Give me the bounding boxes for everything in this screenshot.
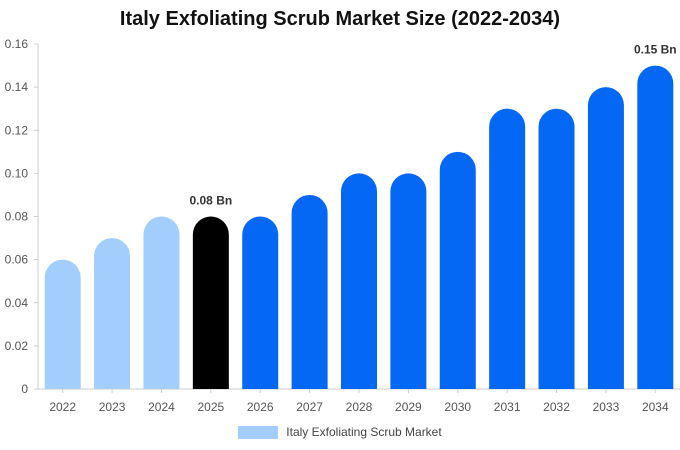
x-tick-label: 2023: [99, 400, 126, 414]
x-tick-label: 2022: [49, 400, 76, 414]
chart-title: Italy Exfoliating Scrub Market Size (202…: [119, 8, 561, 30]
bar: [143, 216, 180, 389]
x-tick-label: 2032: [543, 400, 570, 414]
y-tick-label: 0.08: [5, 210, 29, 224]
bar: [341, 173, 377, 389]
data-label: 0.15 Bn: [634, 43, 677, 57]
x-tick-label: 2027: [296, 400, 323, 414]
bar: [637, 65, 674, 389]
x-tick-label: 2031: [494, 400, 521, 414]
x-tick-label: 2028: [346, 400, 373, 414]
bar: [538, 108, 575, 389]
legend: Italy Exfoliating Scrub Market: [0, 425, 680, 439]
bar: [587, 87, 624, 389]
legend-label: Italy Exfoliating Scrub Market: [286, 425, 442, 439]
y-tick-label: 0: [21, 382, 28, 396]
x-tick-label: 2024: [148, 400, 175, 414]
y-tick-label: 0.10: [5, 166, 29, 180]
bar: [242, 216, 279, 389]
bar: [94, 238, 131, 389]
x-tick-label: 2033: [593, 400, 620, 414]
bar: [291, 194, 328, 389]
y-tick-label: 0.14: [5, 80, 29, 94]
y-tick-label: 0.02: [5, 339, 29, 353]
y-tick-label: 0.06: [5, 253, 29, 267]
legend-swatch: [238, 425, 279, 439]
bar: [44, 259, 81, 389]
y-tick-label: 0.16: [5, 37, 29, 51]
y-tick-label: 0.12: [5, 123, 29, 137]
x-tick-label: 2025: [197, 400, 224, 414]
bar: [192, 216, 229, 389]
bar: [390, 173, 427, 389]
bar: [439, 151, 476, 389]
x-tick-label: 2034: [642, 400, 669, 414]
bar: [489, 108, 526, 389]
x-tick-label: 2029: [395, 400, 422, 414]
x-tick-label: 2030: [444, 400, 471, 414]
data-label: 0.08 Bn: [190, 194, 233, 208]
y-tick-label: 0.04: [5, 296, 29, 310]
x-tick-label: 2026: [247, 400, 274, 414]
